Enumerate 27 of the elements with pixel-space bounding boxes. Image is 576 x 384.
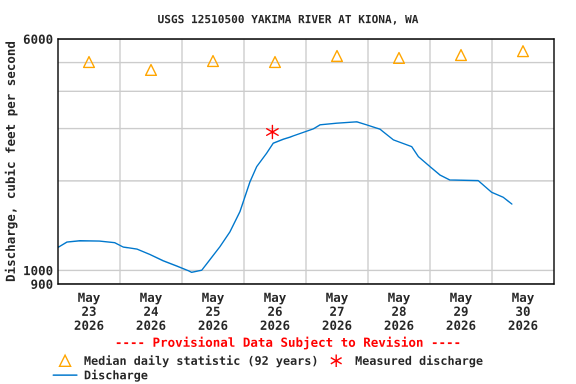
point (516, 45, 530, 58)
line-series (58, 121, 512, 274)
point (330, 50, 344, 62)
x-tick-label: May 24 2026 (136, 292, 166, 330)
x-tick-label: May 29 2026 (446, 292, 476, 330)
legend-label: Median daily statistic (92 years) (84, 355, 316, 368)
y-tick-label: 1000 (24, 266, 52, 276)
x-tick-label: May 30 2026 (508, 292, 538, 330)
point (206, 54, 220, 68)
point (144, 64, 158, 76)
point (82, 56, 96, 68)
legend-label: Measured discharge (356, 355, 483, 368)
y-tick-label: 900 (31, 279, 52, 289)
x-tick-label: May 23 2026 (74, 292, 104, 330)
point (266, 124, 279, 140)
x-tick-label: May 28 2026 (384, 292, 414, 330)
point (454, 48, 468, 62)
x-tick-label: May 25 2026 (198, 292, 228, 330)
x-tick-label: May 27 2026 (322, 292, 352, 330)
text: ---- Provisional Data Subject to Revision ---- (116, 336, 460, 350)
point (392, 52, 406, 64)
y-axis-title: Discharge, cubic feet per second (4, 42, 18, 282)
y-tick-label: 6000 (24, 34, 52, 44)
chart-title: USGS 12510500 YAKIMA RIVER AT KIONA, WA (158, 14, 418, 25)
x-tick-label: May 26 2026 (260, 292, 290, 330)
legend-label: Discharge (84, 370, 148, 382)
point (268, 56, 282, 68)
